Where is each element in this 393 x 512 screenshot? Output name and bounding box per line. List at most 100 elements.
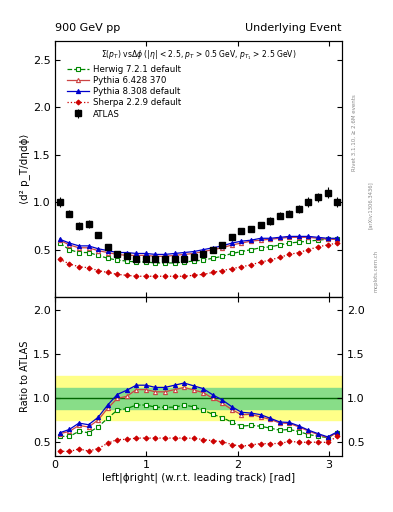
Pythia 6.428 370 xyxy=(316,235,320,241)
Sherpa 2.2.9 default xyxy=(134,273,139,280)
Line: Herwig 7.2.1 default: Herwig 7.2.1 default xyxy=(58,237,339,265)
Pythia 6.428 370 xyxy=(134,252,139,259)
Herwig 7.2.1 default xyxy=(86,249,91,255)
Herwig 7.2.1 default xyxy=(239,248,244,254)
Pythia 8.308 default xyxy=(230,240,234,246)
Sherpa 2.2.9 default xyxy=(67,261,72,267)
Herwig 7.2.1 default xyxy=(153,260,158,266)
Sherpa 2.2.9 default xyxy=(86,265,91,271)
Herwig 7.2.1 default xyxy=(335,236,340,242)
Pythia 8.308 default xyxy=(211,245,215,251)
Pythia 6.428 370 xyxy=(268,236,272,242)
Herwig 7.2.1 default xyxy=(306,238,311,244)
Y-axis label: ⟨d² p_T/dηdϕ⟩: ⟨d² p_T/dηdϕ⟩ xyxy=(19,134,30,204)
Sherpa 2.2.9 default xyxy=(287,251,292,258)
Pythia 6.428 370 xyxy=(249,238,253,244)
Sherpa 2.2.9 default xyxy=(258,259,263,265)
Pythia 8.308 default xyxy=(268,235,272,241)
Herwig 7.2.1 default xyxy=(67,247,72,253)
Y-axis label: Ratio to ATLAS: Ratio to ATLAS xyxy=(20,340,30,412)
Pythia 8.308 default xyxy=(258,235,263,241)
Sherpa 2.2.9 default xyxy=(277,254,282,260)
Pythia 6.428 370 xyxy=(335,236,340,242)
Line: Pythia 6.428 370: Pythia 6.428 370 xyxy=(58,235,339,259)
Pythia 6.428 370 xyxy=(95,247,100,253)
Pythia 8.308 default xyxy=(77,243,81,249)
Pythia 8.308 default xyxy=(67,240,72,246)
Text: Underlying Event: Underlying Event xyxy=(245,23,342,33)
Pythia 6.428 370 xyxy=(172,252,177,259)
Pythia 6.428 370 xyxy=(277,235,282,241)
Line: Sherpa 2.2.9 default: Sherpa 2.2.9 default xyxy=(58,241,339,278)
Sherpa 2.2.9 default xyxy=(105,269,110,275)
Pythia 8.308 default xyxy=(86,243,91,249)
Sherpa 2.2.9 default xyxy=(172,273,177,280)
Pythia 8.308 default xyxy=(163,251,167,258)
Pythia 8.308 default xyxy=(191,248,196,254)
Sherpa 2.2.9 default xyxy=(153,273,158,280)
Pythia 6.428 370 xyxy=(230,242,234,248)
Pythia 6.428 370 xyxy=(258,237,263,243)
Pythia 6.428 370 xyxy=(163,253,167,260)
Pythia 8.308 default xyxy=(335,235,340,241)
Pythia 6.428 370 xyxy=(182,251,187,258)
Sherpa 2.2.9 default xyxy=(296,249,301,255)
Sherpa 2.2.9 default xyxy=(325,242,330,248)
Pythia 8.308 default xyxy=(316,234,320,241)
Herwig 7.2.1 default xyxy=(191,258,196,264)
Herwig 7.2.1 default xyxy=(115,257,119,263)
Herwig 7.2.1 default xyxy=(57,240,62,246)
Sherpa 2.2.9 default xyxy=(163,273,167,280)
Pythia 8.308 default xyxy=(153,251,158,258)
Pythia 6.428 370 xyxy=(191,250,196,257)
Pythia 6.428 370 xyxy=(57,237,62,243)
Herwig 7.2.1 default xyxy=(201,257,206,263)
Pythia 8.308 default xyxy=(143,250,148,257)
Herwig 7.2.1 default xyxy=(316,237,320,243)
Sherpa 2.2.9 default xyxy=(239,264,244,270)
Bar xyxy=(55,388,342,409)
Pythia 8.308 default xyxy=(287,233,292,240)
Pythia 8.308 default xyxy=(325,235,330,241)
Sherpa 2.2.9 default xyxy=(77,264,81,270)
Sherpa 2.2.9 default xyxy=(191,272,196,279)
Pythia 6.428 370 xyxy=(325,236,330,242)
Herwig 7.2.1 default xyxy=(163,260,167,266)
Pythia 6.428 370 xyxy=(105,249,110,255)
Herwig 7.2.1 default xyxy=(95,252,100,259)
Pythia 8.308 default xyxy=(220,243,225,249)
Sherpa 2.2.9 default xyxy=(316,244,320,250)
Sherpa 2.2.9 default xyxy=(211,269,215,275)
Herwig 7.2.1 default xyxy=(182,259,187,265)
Sherpa 2.2.9 default xyxy=(201,271,206,278)
Pythia 8.308 default xyxy=(296,233,301,240)
Sherpa 2.2.9 default xyxy=(95,267,100,273)
Pythia 8.308 default xyxy=(134,250,139,257)
Line: Pythia 8.308 default: Pythia 8.308 default xyxy=(58,234,339,257)
X-axis label: left|ϕright| (w.r.t. leading track) [rad]: left|ϕright| (w.r.t. leading track) [rad… xyxy=(102,473,295,483)
Pythia 8.308 default xyxy=(105,247,110,253)
Pythia 6.428 370 xyxy=(124,252,129,259)
Text: mcplots.cern.ch: mcplots.cern.ch xyxy=(373,250,378,292)
Herwig 7.2.1 default xyxy=(211,255,215,261)
Herwig 7.2.1 default xyxy=(296,239,301,245)
Sherpa 2.2.9 default xyxy=(306,247,311,253)
Sherpa 2.2.9 default xyxy=(268,257,272,263)
Pythia 8.308 default xyxy=(124,249,129,255)
Sherpa 2.2.9 default xyxy=(115,271,119,278)
Pythia 8.308 default xyxy=(115,249,119,255)
Pythia 8.308 default xyxy=(249,237,253,243)
Herwig 7.2.1 default xyxy=(325,236,330,242)
Sherpa 2.2.9 default xyxy=(57,256,62,262)
Sherpa 2.2.9 default xyxy=(143,273,148,280)
Legend: Herwig 7.2.1 default, Pythia 6.428 370, Pythia 8.308 default, Sherpa 2.2.9 defau: Herwig 7.2.1 default, Pythia 6.428 370, … xyxy=(64,61,185,122)
Pythia 8.308 default xyxy=(172,250,177,257)
Pythia 6.428 370 xyxy=(239,240,244,246)
Pythia 8.308 default xyxy=(239,238,244,244)
Herwig 7.2.1 default xyxy=(268,244,272,250)
Herwig 7.2.1 default xyxy=(287,240,292,246)
Pythia 6.428 370 xyxy=(296,234,301,241)
Pythia 8.308 default xyxy=(306,233,311,240)
Pythia 6.428 370 xyxy=(143,252,148,259)
Herwig 7.2.1 default xyxy=(220,253,225,260)
